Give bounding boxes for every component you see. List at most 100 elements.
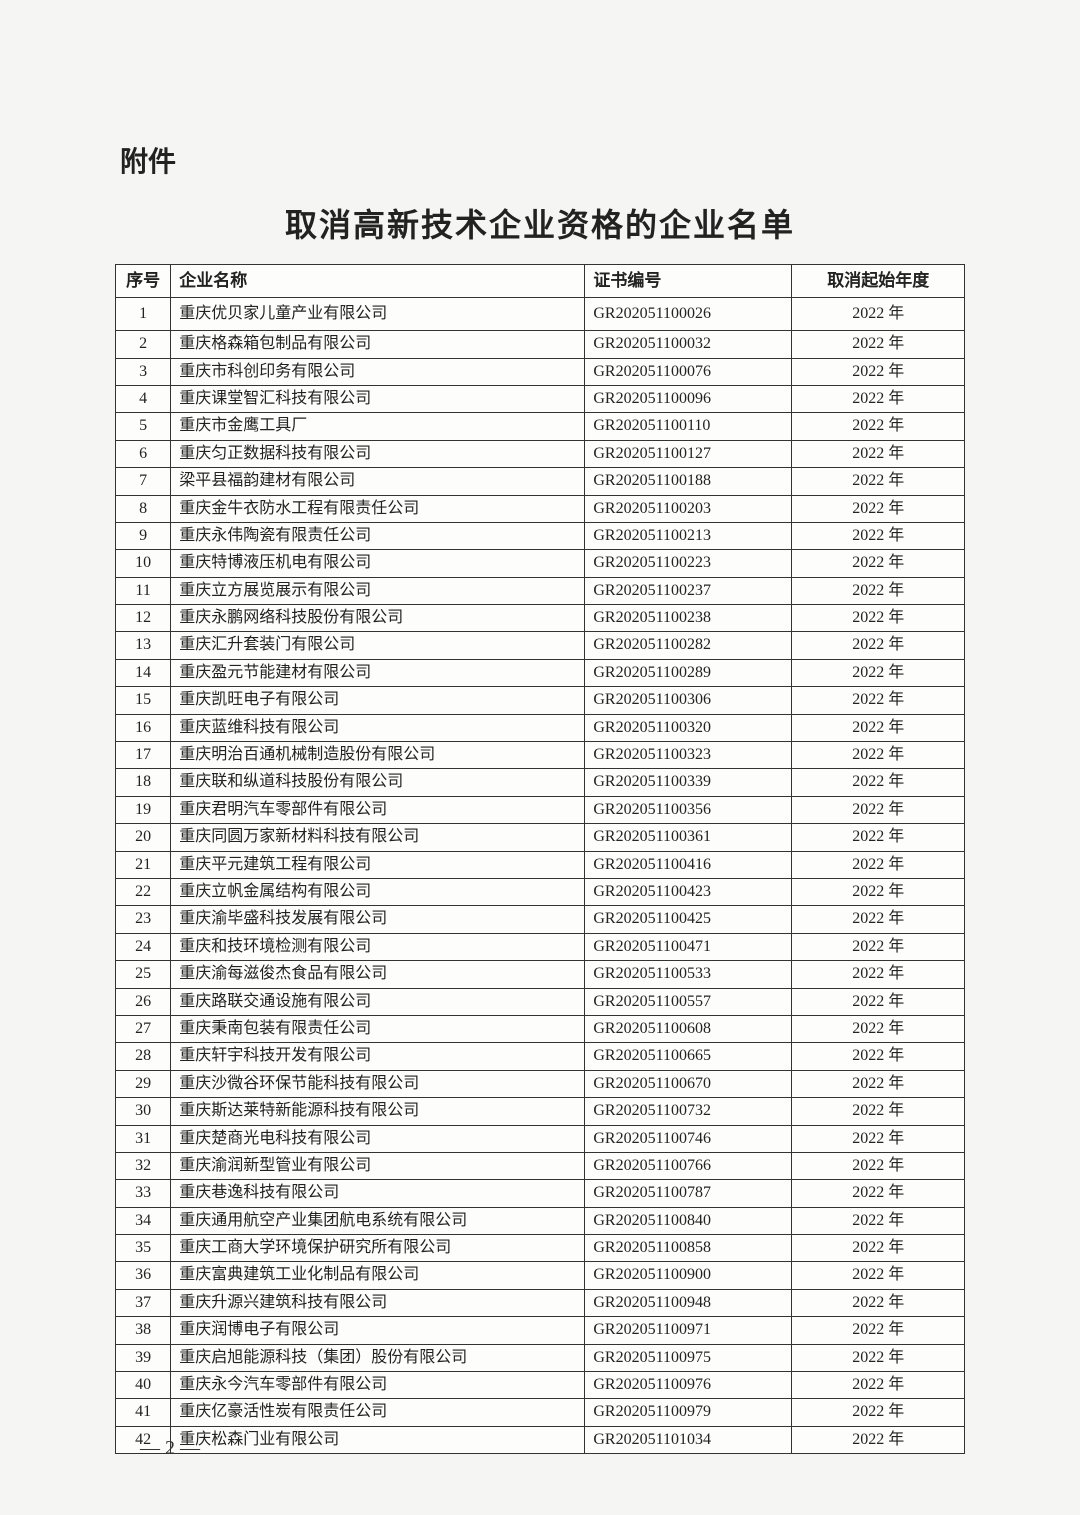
cell-seq: 3 <box>116 358 171 385</box>
enterprise-table: 序号 企业名称 证书编号 取消起始年度 1重庆优贝家儿童产业有限公司GR2020… <box>115 264 965 1454</box>
table-row: 22重庆立帆金属结构有限公司GR2020511004232022 年 <box>116 879 965 906</box>
table-row: 14重庆盈元节能建材有限公司GR2020511002892022 年 <box>116 659 965 686</box>
cell-year: 2022 年 <box>792 906 965 933</box>
table-row: 29重庆沙微谷环保节能科技有限公司GR2020511006702022 年 <box>116 1070 965 1097</box>
cell-year: 2022 年 <box>792 1289 965 1316</box>
cell-name: 重庆特博液压机电有限公司 <box>171 550 585 577</box>
cell-seq: 4 <box>116 385 171 412</box>
cell-seq: 32 <box>116 1152 171 1179</box>
table-header-row: 序号 企业名称 证书编号 取消起始年度 <box>116 265 965 298</box>
cell-cert: GR202051100665 <box>585 1043 792 1070</box>
table-row: 4重庆课堂智汇科技有限公司GR2020511000962022 年 <box>116 385 965 412</box>
table-row: 28重庆轩宇科技开发有限公司GR2020511006652022 年 <box>116 1043 965 1070</box>
cell-year: 2022 年 <box>792 796 965 823</box>
cell-year: 2022 年 <box>792 413 965 440</box>
table-row: 31重庆楚商光电科技有限公司GR2020511007462022 年 <box>116 1125 965 1152</box>
cell-year: 2022 年 <box>792 1207 965 1234</box>
table-row: 38重庆润博电子有限公司GR2020511009712022 年 <box>116 1317 965 1344</box>
cell-cert: GR202051100289 <box>585 659 792 686</box>
table-row: 19重庆君明汽车零部件有限公司GR2020511003562022 年 <box>116 796 965 823</box>
cell-name: 重庆凯旺电子有限公司 <box>171 687 585 714</box>
cell-cert: GR202051100971 <box>585 1317 792 1344</box>
cell-cert: GR202051100203 <box>585 495 792 522</box>
table-row: 15重庆凯旺电子有限公司GR2020511003062022 年 <box>116 687 965 714</box>
cell-cert: GR202051100238 <box>585 605 792 632</box>
cell-cert: GR202051100608 <box>585 1015 792 1042</box>
cell-name: 重庆巷逸科技有限公司 <box>171 1180 585 1207</box>
cell-year: 2022 年 <box>792 1098 965 1125</box>
header-cert: 证书编号 <box>585 265 792 298</box>
table-row: 23重庆渝毕盛科技发展有限公司GR2020511004252022 年 <box>116 906 965 933</box>
cell-cert: GR202051100423 <box>585 879 792 906</box>
cell-year: 2022 年 <box>792 714 965 741</box>
cell-seq: 16 <box>116 714 171 741</box>
cell-year: 2022 年 <box>792 933 965 960</box>
cell-year: 2022 年 <box>792 879 965 906</box>
cell-name: 重庆永伟陶瓷有限责任公司 <box>171 522 585 549</box>
cell-seq: 39 <box>116 1344 171 1371</box>
cell-seq: 35 <box>116 1235 171 1262</box>
cell-cert: GR202051100976 <box>585 1372 792 1399</box>
table-row: 13重庆汇升套装门有限公司GR2020511002822022 年 <box>116 632 965 659</box>
cell-name: 重庆匀正数据科技有限公司 <box>171 440 585 467</box>
cell-year: 2022 年 <box>792 632 965 659</box>
cell-name: 重庆市金鹰工具厂 <box>171 413 585 440</box>
cell-year: 2022 年 <box>792 522 965 549</box>
table-row: 41重庆亿豪活性炭有限责任公司GR2020511009792022 年 <box>116 1399 965 1426</box>
cell-year: 2022 年 <box>792 961 965 988</box>
cell-year: 2022 年 <box>792 769 965 796</box>
cell-year: 2022 年 <box>792 1180 965 1207</box>
table-body: 1重庆优贝家儿童产业有限公司GR2020511000262022 年2重庆格森箱… <box>116 297 965 1453</box>
table-row: 25重庆渝每滋俊杰食品有限公司GR2020511005332022 年 <box>116 961 965 988</box>
attachment-label: 附件 <box>120 140 965 180</box>
cell-year: 2022 年 <box>792 1070 965 1097</box>
cell-seq: 5 <box>116 413 171 440</box>
table-row: 20重庆同圆万家新材料科技有限公司GR2020511003612022 年 <box>116 824 965 851</box>
table-row: 17重庆明治百通机械制造股份有限公司GR2020511003232022 年 <box>116 742 965 769</box>
table-row: 1重庆优贝家儿童产业有限公司GR2020511000262022 年 <box>116 297 965 330</box>
cell-year: 2022 年 <box>792 1262 965 1289</box>
cell-cert: GR202051101034 <box>585 1426 792 1453</box>
cell-seq: 28 <box>116 1043 171 1070</box>
table-row: 42重庆松森门业有限公司GR2020511010342022 年 <box>116 1426 965 1453</box>
page-number: — 2 — <box>140 1437 200 1460</box>
cell-seq: 31 <box>116 1125 171 1152</box>
cell-seq: 40 <box>116 1372 171 1399</box>
cell-seq: 13 <box>116 632 171 659</box>
cell-seq: 25 <box>116 961 171 988</box>
table-row: 2重庆格森箱包制品有限公司GR2020511000322022 年 <box>116 331 965 358</box>
cell-name: 重庆楚商光电科技有限公司 <box>171 1125 585 1152</box>
cell-cert: GR202051100900 <box>585 1262 792 1289</box>
cell-seq: 24 <box>116 933 171 960</box>
cell-seq: 38 <box>116 1317 171 1344</box>
cell-year: 2022 年 <box>792 550 965 577</box>
cell-year: 2022 年 <box>792 742 965 769</box>
table-row: 9重庆永伟陶瓷有限责任公司GR2020511002132022 年 <box>116 522 965 549</box>
cell-cert: GR202051100746 <box>585 1125 792 1152</box>
cell-name: 重庆平元建筑工程有限公司 <box>171 851 585 878</box>
cell-cert: GR202051100948 <box>585 1289 792 1316</box>
cell-seq: 19 <box>116 796 171 823</box>
cell-name: 重庆金牛衣防水工程有限责任公司 <box>171 495 585 522</box>
cell-year: 2022 年 <box>792 1235 965 1262</box>
cell-cert: GR202051100282 <box>585 632 792 659</box>
cell-seq: 41 <box>116 1399 171 1426</box>
cell-name: 重庆同圆万家新材料科技有限公司 <box>171 824 585 851</box>
cell-seq: 6 <box>116 440 171 467</box>
cell-year: 2022 年 <box>792 495 965 522</box>
header-year: 取消起始年度 <box>792 265 965 298</box>
cell-year: 2022 年 <box>792 1372 965 1399</box>
cell-cert: GR202051100032 <box>585 331 792 358</box>
cell-cert: GR202051100127 <box>585 440 792 467</box>
table-row: 35重庆工商大学环境保护研究所有限公司GR2020511008582022 年 <box>116 1235 965 1262</box>
cell-seq: 36 <box>116 1262 171 1289</box>
cell-name: 重庆君明汽车零部件有限公司 <box>171 796 585 823</box>
cell-seq: 7 <box>116 468 171 495</box>
cell-seq: 23 <box>116 906 171 933</box>
table-row: 3重庆市科创印务有限公司GR2020511000762022 年 <box>116 358 965 385</box>
cell-seq: 2 <box>116 331 171 358</box>
cell-cert: GR202051100858 <box>585 1235 792 1262</box>
cell-name: 重庆秉南包装有限责任公司 <box>171 1015 585 1042</box>
cell-year: 2022 年 <box>792 1043 965 1070</box>
cell-seq: 9 <box>116 522 171 549</box>
